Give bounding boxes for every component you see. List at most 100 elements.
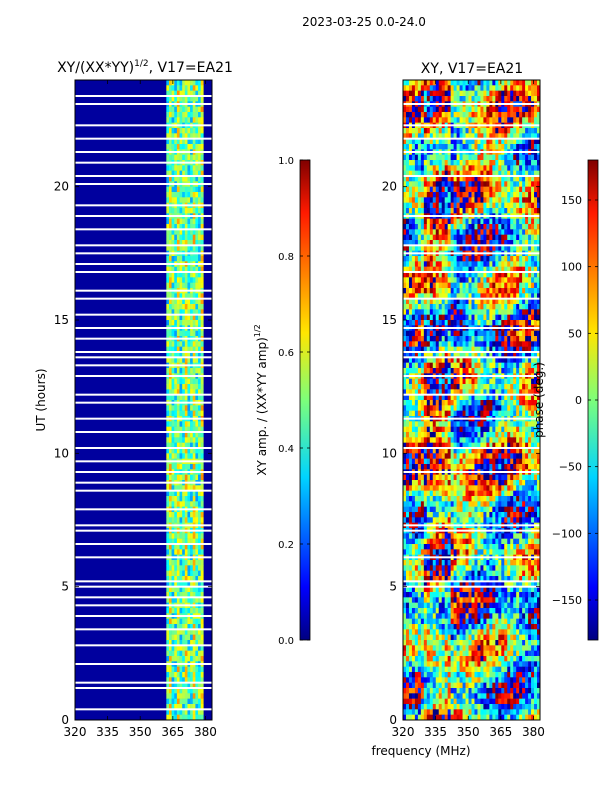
right-heatmap-cell [486,197,490,203]
right-heatmap-cell [403,218,407,225]
left-heatmap-cell [192,138,196,145]
right-heatmap-cell [405,112,410,118]
left-heatmap-cell [184,272,188,278]
left-heatmap-cell [171,368,175,374]
right-heatmap-cell [519,144,523,150]
right-heatmap-cell [441,346,445,353]
right-heatmap-cell [423,106,428,113]
right-heatmap-cell [414,426,419,433]
right-heatmap-cell [450,144,454,150]
right-heatmap-cell [403,378,407,385]
right-heatmap-cell [492,341,496,347]
right-heatmap-cell [432,346,437,353]
right-heatmap-cell [426,282,431,289]
right-heatmap-cell [435,133,440,139]
left-heatmap-cell [198,256,201,262]
right-heatmap-cell [528,117,532,123]
left-heatmap-cell [187,112,191,118]
left-heatmap-cell [182,298,186,305]
right-heatmap-cell [408,256,413,262]
right-heatmap-cell [522,341,526,347]
left-heatmap-cell [195,272,199,278]
right-heatmap-cell [450,320,454,326]
right-heatmap-cell [507,394,511,401]
right-heatmap-cell [495,170,499,177]
right-heatmap-cell [531,400,535,406]
left-heatmap-cell [200,96,204,102]
right-heatmap-cell [474,410,478,417]
right-heatmap-cell [465,90,469,97]
left-heatmap-cell [171,672,175,678]
left-flagged-row [75,585,212,588]
right-heatmap-cell [474,112,478,118]
left-heatmap-cell [171,634,175,641]
right-heatmap-cell [459,170,463,177]
left-heatmap-cell [184,282,188,289]
left-heatmap-cell [166,154,170,161]
right-heatmap-cell [507,368,511,374]
left-heatmap-cell [168,192,172,198]
left-heatmap-cell [182,709,186,715]
left-heatmap-cell [190,138,194,145]
right-heatmap-cell [498,138,502,145]
right-heatmap-cell [519,352,523,358]
right-heatmap-cell [477,202,481,209]
right-heatmap-cell [528,154,532,161]
right-heatmap-cell [420,426,425,433]
right-heatmap-cell [405,432,410,438]
left-heatmap-cell [200,640,204,646]
right-heatmap-cell [510,314,514,321]
left-heatmap-cell [168,581,172,587]
right-heatmap-cell [516,400,520,406]
right-heatmap-cell [435,421,440,427]
right-heatmap-cell [474,304,478,310]
right-heatmap-cell [417,96,422,102]
right-heatmap-cell [495,154,499,161]
right-heatmap-cell [403,336,407,342]
right-heatmap-cell [474,80,478,86]
right-heatmap-cell [426,394,431,401]
left-heatmap-cell [171,586,175,593]
left-heatmap-cell [184,378,188,385]
right-heatmap-cell [453,218,457,225]
right-heatmap-cell [483,282,487,289]
right-heatmap-cell [447,117,451,123]
right-heatmap-cell [459,229,463,235]
right-heatmap-cell [462,96,466,102]
left-heatmap-cell [198,304,201,310]
left-heatmap-cell [179,245,183,251]
right-heatmap-cell [420,256,425,262]
right-heatmap-cell [516,346,520,353]
right-heatmap-cell [456,288,460,294]
right-heatmap-cell [537,117,541,123]
left-heatmap-cell [171,629,175,635]
right-heatmap-cell [411,106,416,113]
left-heatmap-cell [176,154,180,161]
right-heatmap-cell [459,293,463,299]
left-heatmap-cell [168,256,172,262]
right-heatmap-cell [510,410,514,417]
right-heatmap-cell [504,138,508,145]
right-heatmap-cell [501,437,505,443]
right-heatmap-cell [429,181,434,187]
left-heatmap-cell [166,565,170,571]
left-heatmap-cell [174,533,178,539]
right-heatmap-cell [462,394,466,401]
right-heatmap-cell [498,282,502,289]
left-heatmap-cell [179,138,183,145]
left-heatmap-cell [176,453,180,459]
right-heatmap-cell [528,229,532,235]
right-heatmap-cell [468,277,472,283]
right-heatmap-cell [453,389,457,395]
right-heatmap-cell [459,165,463,171]
right-heatmap-cell [498,160,502,166]
left-heatmap-cell [198,629,201,635]
right-heatmap-cell [441,261,445,267]
left-heatmap-cell [187,586,191,593]
left-colorbar: 0.00.20.40.60.81.0 XY amp. / (XX*YY amp)… [253,156,311,647]
right-heatmap-cell [417,282,422,289]
left-heatmap-cell [171,618,175,625]
left-heatmap-cell [166,394,170,401]
right-heatmap-cell [501,218,505,225]
right-heatmap-cell [441,448,445,454]
